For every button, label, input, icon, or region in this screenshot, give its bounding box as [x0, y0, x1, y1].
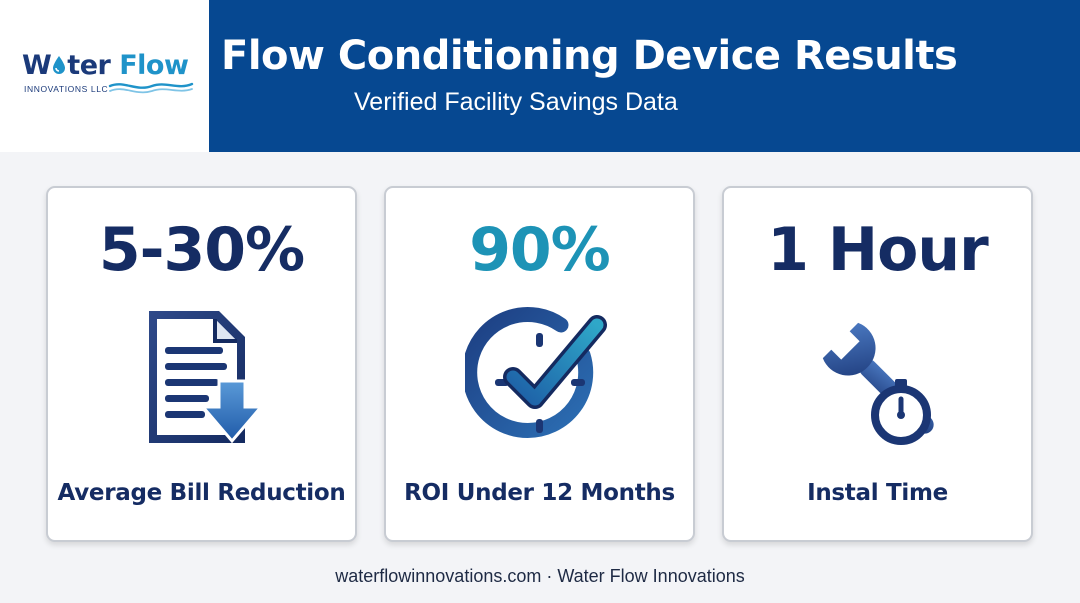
- logo-word-flow: Flow: [119, 50, 189, 81]
- logo-tagline: INNOVATIONS LLC: [24, 84, 109, 94]
- wrench-stopwatch-icon: [818, 318, 934, 445]
- stat-value: 5-30%: [98, 215, 305, 285]
- stat-value: 1 Hour: [767, 215, 988, 285]
- stat-card-bill-reduction: 5-30% Average Bill Reduction: [46, 186, 357, 542]
- header-band: Flow Conditioning Device Results Verifie…: [209, 0, 1080, 152]
- page-subtitle: Verified Facility Savings Data: [354, 88, 678, 116]
- page-title: Flow Conditioning Device Results: [221, 33, 958, 79]
- stat-label: ROI Under 12 Months: [404, 480, 675, 506]
- stat-value: 90%: [469, 215, 611, 285]
- wave-icon: [108, 82, 194, 94]
- stat-label: Instal Time: [807, 480, 948, 506]
- stat-card-install-time: 1 Hour Instal Time: [722, 186, 1033, 542]
- footer-text: waterflowinnovations.com · Water Flow In…: [335, 566, 745, 586]
- logo-word-ter: ter: [67, 50, 120, 81]
- document-download-icon: [148, 311, 264, 444]
- water-drop-icon: [51, 50, 67, 81]
- stat-label: Average Bill Reduction: [57, 480, 346, 506]
- logo-letter-w: W: [22, 50, 52, 81]
- clock-check-icon: [464, 307, 607, 438]
- stat-card-roi: 90% ROI Under 12 Months: [384, 186, 695, 542]
